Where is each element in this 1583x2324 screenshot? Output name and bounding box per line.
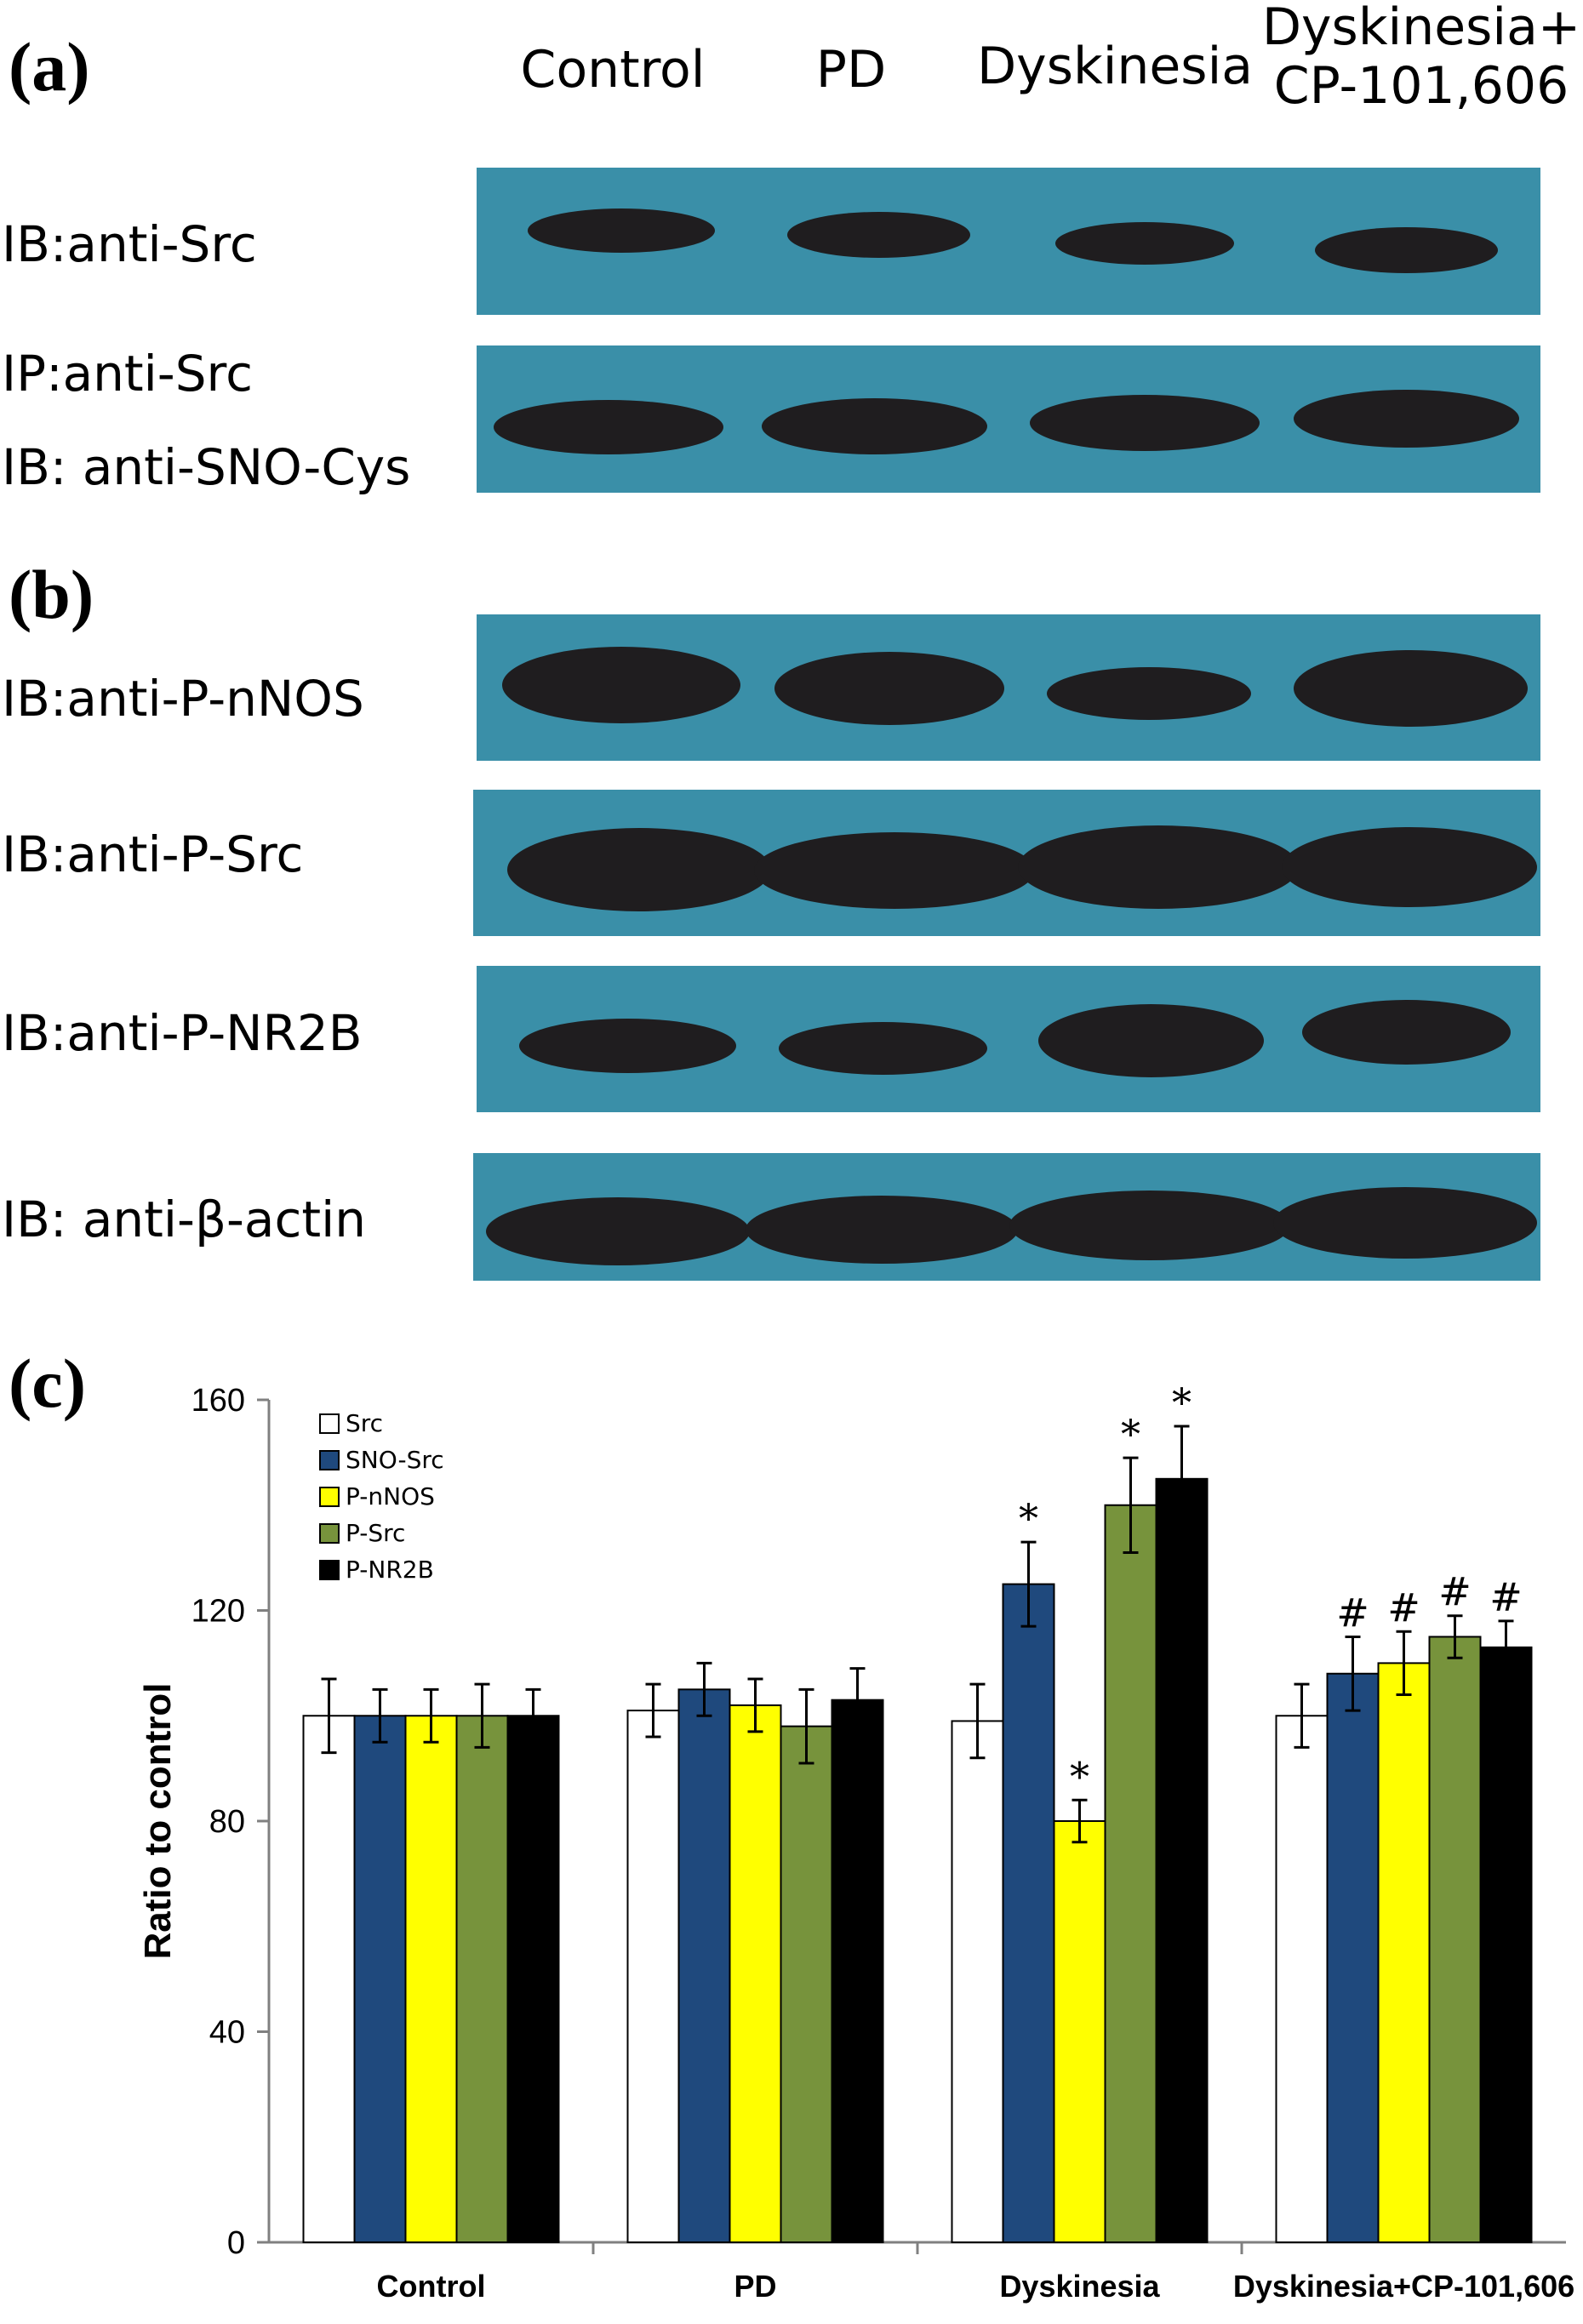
legend-swatch-p-src (319, 1523, 340, 1544)
bar-p-src (1104, 1504, 1157, 2243)
y-axis-title: Ratio to control (137, 1682, 179, 1959)
bar-src (302, 1715, 356, 2243)
band (754, 832, 1035, 909)
band (1055, 222, 1234, 265)
x-tick-label: PD (734, 2269, 776, 2304)
band (1315, 227, 1498, 273)
significance-marker: # (1438, 1569, 1472, 1615)
legend-label: Src (346, 1409, 383, 1437)
band (1038, 1004, 1264, 1077)
panel-letter-c: (c) (9, 1345, 87, 1422)
blot-p-src (473, 790, 1540, 936)
panel-letter-a: (a) (9, 28, 90, 106)
bar-p-nnos (404, 1715, 458, 2243)
band (774, 652, 1004, 725)
bar-src (1275, 1715, 1329, 2243)
significance-marker: # (1387, 1585, 1420, 1630)
significance-marker: * (1019, 1495, 1038, 1541)
band (1030, 395, 1260, 451)
blot-sno-cys (477, 345, 1540, 493)
bar-p-nnos (1377, 1662, 1431, 2243)
band (787, 212, 970, 258)
x-tick-label: Control (377, 2269, 486, 2304)
y-tick-label: 40 (209, 2015, 245, 2051)
row-label-actin: IB: anti-β-actin (2, 1191, 366, 1248)
legend-label: P-NR2B (346, 1556, 434, 1584)
y-tick-label: 120 (191, 1594, 245, 1630)
legend-swatch-p-nnos (319, 1487, 340, 1507)
band (494, 400, 723, 454)
bar-chart: 0 40 80 120 160 Ratio to control Control PD * * * *… (137, 1379, 1574, 2304)
band (1047, 667, 1251, 720)
bar-sno-src (677, 1688, 731, 2243)
band (528, 208, 715, 253)
bar-p-nr2b (1155, 1477, 1209, 2243)
lane-header-combo-line1: Dyskinesia+ (1261, 0, 1581, 57)
bar-p-nr2b (1479, 1646, 1533, 2243)
blot-actin (473, 1153, 1540, 1281)
band (1282, 827, 1537, 907)
legend-swatch-src (319, 1413, 340, 1434)
bar-p-nr2b (506, 1715, 560, 2243)
band (779, 1022, 987, 1075)
band (746, 1196, 1018, 1264)
band (1009, 1191, 1290, 1260)
lane-header-dyskinesia: Dyskinesia (976, 37, 1254, 96)
bar-src (626, 1710, 680, 2243)
y-tick-label: 160 (191, 1383, 245, 1419)
bar-p-nr2b (831, 1699, 884, 2243)
bar-p-src (780, 1725, 833, 2243)
bar-sno-src (353, 1715, 407, 2243)
row-label-p-nnos: IB:anti-P-nNOS (2, 670, 364, 728)
band (1294, 650, 1528, 727)
blot-p-nnos (477, 614, 1540, 761)
band (507, 828, 771, 911)
row-label-ip-src: IP:anti-Src (2, 345, 253, 403)
legend-swatch-sno-src (319, 1450, 340, 1470)
bar-sno-src (1326, 1672, 1380, 2243)
band (1018, 825, 1299, 909)
band (502, 647, 740, 723)
band (519, 1019, 736, 1073)
y-tick-label: 80 (209, 1804, 245, 1840)
significance-marker: * (1121, 1411, 1140, 1457)
legend-label: P-nNOS (346, 1482, 435, 1510)
bar-p-src (1428, 1636, 1482, 2243)
significance-marker: # (1336, 1590, 1369, 1636)
row-label-src: IB:anti-Src (2, 215, 257, 273)
panel-letter-b: (b) (9, 556, 94, 633)
band (1273, 1187, 1537, 1259)
row-label-p-src: IB:anti-P-Src (2, 825, 304, 883)
bar-src (951, 1720, 1004, 2243)
band (1302, 1000, 1511, 1065)
blot-src (477, 168, 1540, 315)
lane-header-control: Control (520, 40, 706, 100)
blot-p-nr2b (477, 966, 1540, 1112)
x-tick-label: Dyskinesia (999, 2269, 1160, 2304)
significance-marker: * (1070, 1753, 1089, 1799)
y-tick-label: 0 (227, 2225, 245, 2261)
lane-header-combo: Dyskinesia+ CP-101,606 (1260, 0, 1583, 116)
row-label-sno-cys: IB: anti-SNO-Cys (2, 438, 411, 496)
bar-p-nnos (1053, 1820, 1106, 2243)
bar-sno-src (1002, 1583, 1055, 2243)
bar-p-nnos (729, 1704, 782, 2243)
row-label-p-nr2b: IB:anti-P-NR2B (2, 1004, 363, 1062)
lane-header-pd: PD (815, 40, 887, 100)
band (762, 398, 987, 454)
significance-marker: * (1172, 1379, 1192, 1425)
legend-label: P-Src (346, 1519, 405, 1547)
x-tick-label: Dyskinesia+CP-101,606 (1233, 2269, 1574, 2304)
significance-marker: # (1489, 1574, 1523, 1620)
legend-label: SNO-Src (346, 1446, 444, 1474)
bar-p-src (455, 1715, 509, 2243)
lane-header-combo-line2: CP-101,606 (1273, 56, 1569, 116)
legend-swatch-p-nr2b (319, 1560, 340, 1580)
band (486, 1197, 750, 1265)
band (1294, 390, 1519, 448)
